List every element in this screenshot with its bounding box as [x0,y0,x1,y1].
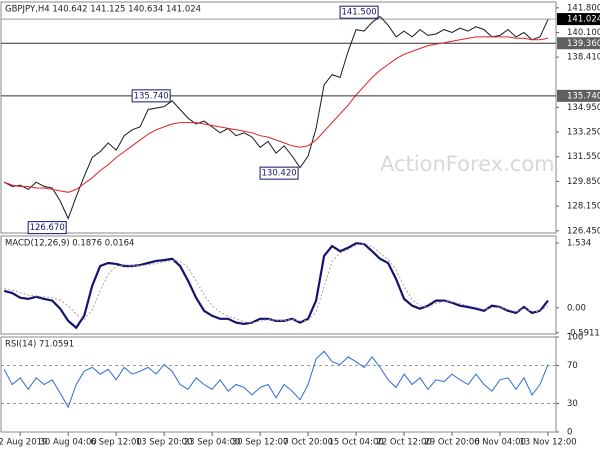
price-tag-label: 139.360 [567,39,600,49]
annotation-label: 135.740 [134,91,169,101]
y-tick-label: 100 [567,333,583,343]
y-tick-label: -0.5911 [567,328,600,338]
annotation-label: 126.670 [30,223,65,233]
panel-title: GBPJPY,H4 140.642 141.125 140.634 141.02… [5,5,201,15]
x-tick-label: 30 Sep 12:00 [232,438,289,448]
y-tick-label: 129.850 [567,177,600,187]
x-tick-label: 13 Sep 20:00 [136,438,193,448]
x-tick-label: 22 Aug 2019 [0,438,47,448]
price-tag-label: 141.024 [567,15,600,25]
panel-frame [0,336,557,433]
annotation-label: 141.500 [341,8,376,18]
y-tick-label: 0 [567,428,572,438]
x-tick-label: 30 Aug 04:00 [40,438,97,448]
panel-frame [0,1,557,234]
annotation-box [259,166,299,180]
annotation-box [27,221,67,235]
watermark: ActionForex.com [380,152,555,176]
annotation-box [131,89,171,103]
y-tick-label: 134.950 [567,103,600,113]
y-tick-label: 140.100 [567,28,600,38]
annotation-box [339,5,379,19]
y-tick-label: 126.450 [567,226,600,236]
x-tick-label: 15 Oct 04:00 [328,438,383,448]
y-tick-label: 133.250 [567,128,600,138]
series-line [4,36,549,193]
x-tick-label: 29 Oct 20:00 [424,438,479,448]
series-line [3,350,549,409]
panel-title: MACD(12,26,9) 0.1876 0.0164 [5,239,134,249]
y-tick-label: 131.550 [567,152,600,162]
y-tick-label: 0.00 [567,303,586,313]
y-tick-label: 70 [567,361,578,371]
panel-frame [0,235,557,335]
y-tick-label: 30 [567,399,578,409]
series-line [3,242,549,330]
price-tag [557,37,600,50]
price-tag-label: 135.740 [567,91,600,101]
y-tick-label: 141.800 [567,3,600,13]
panel-title: RSI(14) 71.0591 [5,340,74,350]
x-tick-label: 13 Nov 12:00 [519,438,576,448]
series-line [3,15,549,220]
annotation-label: 130.420 [262,169,297,179]
y-tick-label: 1.534 [567,239,591,249]
x-tick-label: 23 Sep 04:00 [184,438,241,448]
x-tick-label: 22 Oct 12:00 [376,438,431,448]
price-tag [557,89,600,102]
x-tick-label: 6 Sep 12:00 [90,438,141,448]
y-tick-label: 128.150 [567,202,600,212]
price-tag [557,13,600,26]
x-tick-label: 7 Oct 20:00 [283,438,333,448]
y-tick-label: 138.410 [567,53,600,63]
x-tick-label: 6 Nov 04:00 [474,438,526,448]
